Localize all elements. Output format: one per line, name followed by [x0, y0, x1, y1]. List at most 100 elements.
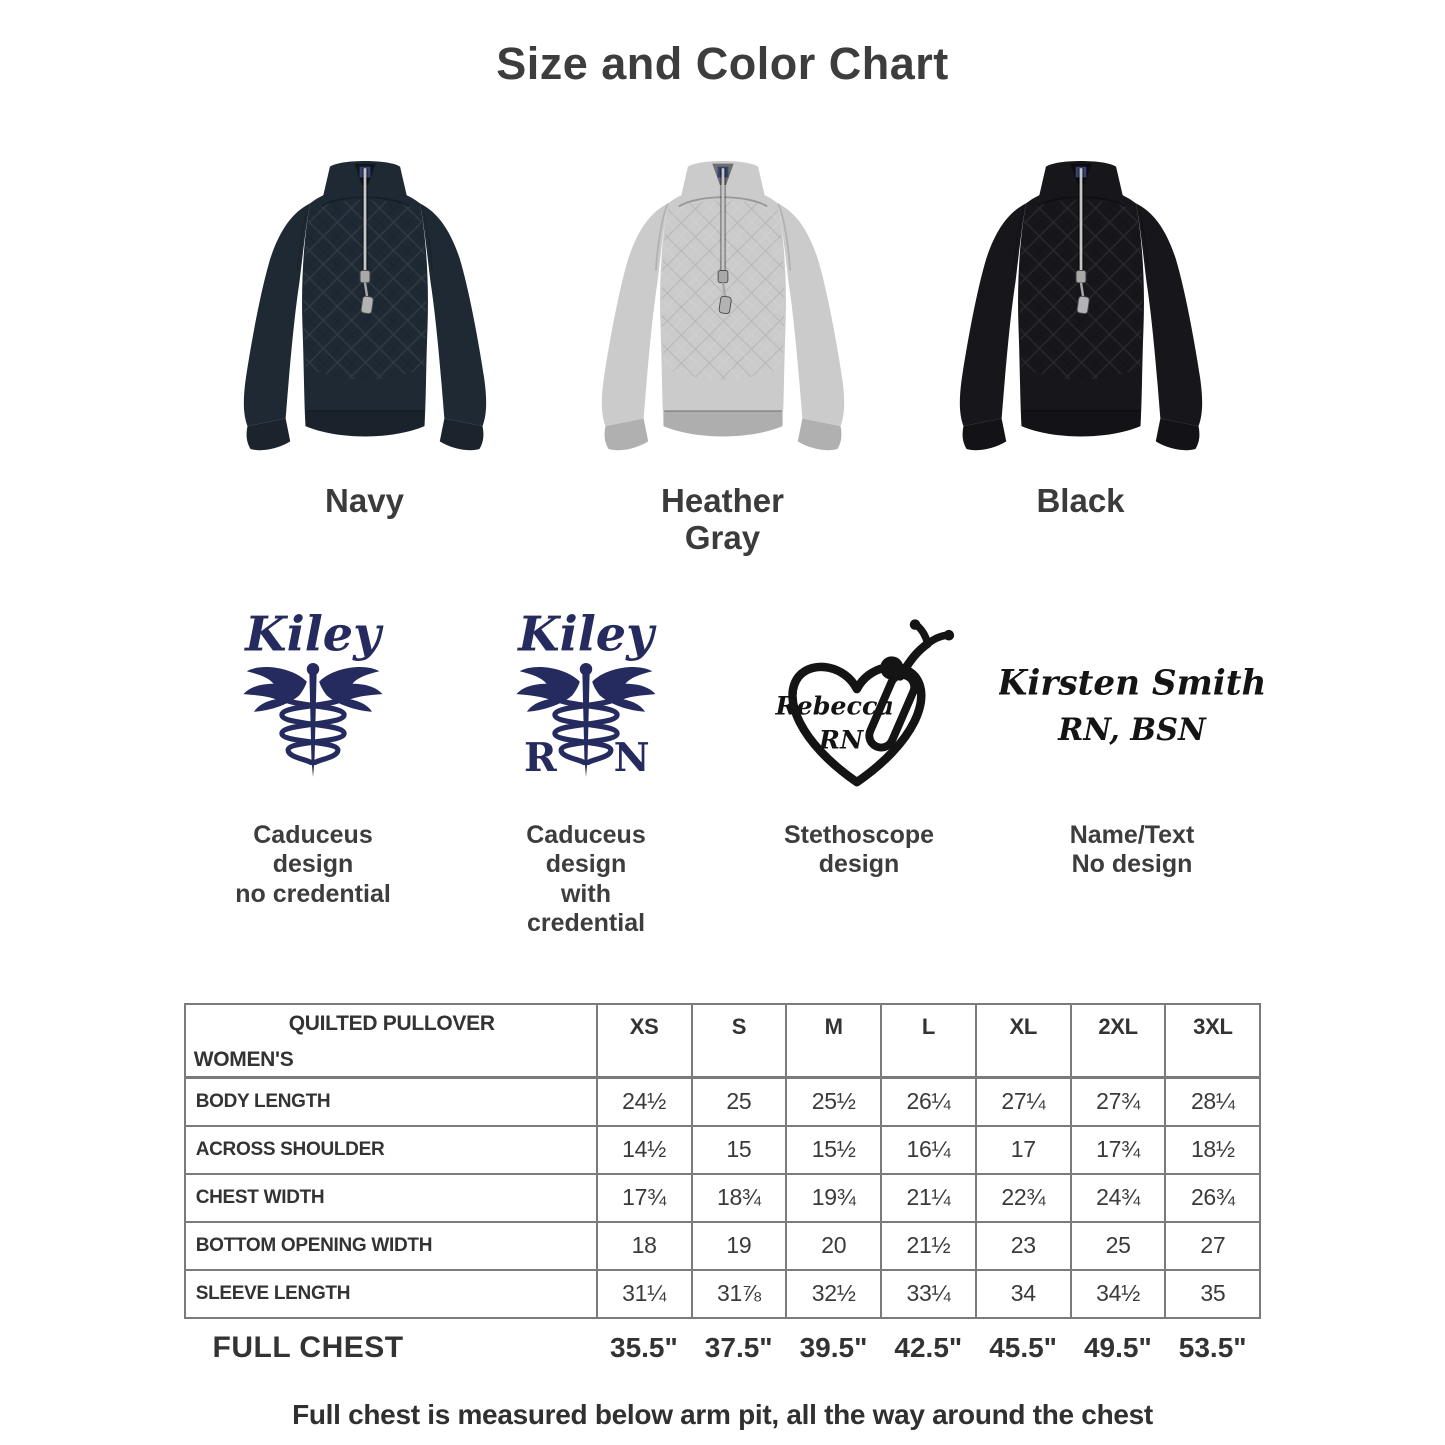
size-value: 26¾ — [1164, 1172, 1262, 1223]
color-label-navy: Navy — [325, 482, 404, 519]
size-value: 18¾ — [690, 1172, 788, 1223]
embroidery-name-text: Kiley — [516, 607, 657, 663]
design-option-caduceus-with-credential: Kiley R N Caduceus design with credentia… — [450, 607, 723, 939]
name-text-sample: Kirsten Smith RN, BSN — [999, 663, 1265, 748]
design-options-row: Kiley Caduceus design no credential Kile… — [0, 607, 1445, 939]
design-label: Caduceus design with credential — [526, 820, 646, 938]
full-chest-value: 39.5" — [799, 1331, 868, 1363]
size-value: 34½ — [1069, 1268, 1167, 1319]
caduceus-no-credential-graphic: Kiley — [230, 607, 396, 809]
size-value: 16¼ — [880, 1124, 977, 1175]
size-column-header: 2XL — [1069, 1002, 1167, 1079]
measurement-row-label: BODY LENGTH — [183, 1076, 598, 1127]
measurement-row-label: CHEST WIDTH — [183, 1172, 598, 1223]
size-column-header: S — [690, 1002, 788, 1079]
size-value: 31⅞ — [690, 1268, 788, 1319]
size-value: 25 — [1069, 1220, 1167, 1271]
embroidery-credential-text: RN — [818, 724, 864, 754]
full-chest-value: 42.5" — [894, 1331, 963, 1363]
size-value: 27¼ — [974, 1076, 1072, 1127]
size-column-header: M — [785, 1002, 883, 1079]
size-value: 17¾ — [1069, 1124, 1167, 1175]
pullover-fill-navy — [243, 161, 485, 450]
design-label: Caduceus design no credential — [235, 820, 391, 908]
pullover-image-navy — [197, 124, 533, 475]
color-options-row: Navy Heather Gray Black — [0, 124, 1445, 557]
pullover-fill-heather-gray — [601, 161, 843, 450]
measurement-row-chest-width: CHEST WIDTH 17¾ 18¾ 19¾ 21¼ 22¾ 24¾ 26¾ — [183, 1172, 1262, 1223]
measurement-row-label: ACROSS SHOULDER — [183, 1124, 598, 1175]
size-value: 15 — [690, 1124, 788, 1175]
pullover-image-heather-gray — [555, 124, 891, 475]
size-value: 35 — [1164, 1268, 1262, 1319]
measurement-row-sleeve-length: SLEEVE LENGTH 31¼ 31⅞ 32½ 33¼ 34 34½ 35 — [183, 1268, 1262, 1319]
caduceus-with-credential-graphic: Kiley R N — [503, 607, 669, 809]
credential-letter-right: N — [614, 735, 650, 781]
sample-name-line2: RN, BSN — [1057, 712, 1207, 748]
measurement-note: Full chest is measured below arm pit, al… — [292, 1398, 1153, 1430]
design-label: Name/Text No design — [1069, 820, 1195, 879]
full-chest-value: 53.5" — [1178, 1331, 1247, 1363]
size-table: QUILTED PULLOVER WOMEN'S XS S M L XL 2XL… — [183, 1002, 1262, 1319]
size-value: 31¼ — [595, 1268, 693, 1319]
size-value: 18 — [595, 1220, 693, 1271]
size-value: 28¼ — [1164, 1076, 1262, 1127]
design-label: Stethoscope design — [783, 820, 935, 879]
size-table-header-row: QUILTED PULLOVER WOMEN'S XS S M L XL 2XL… — [183, 1002, 1262, 1079]
size-value: 21¼ — [880, 1172, 977, 1223]
size-value: 15½ — [785, 1124, 883, 1175]
product-option-heather-gray: Heather Gray — [544, 124, 902, 557]
size-value: 27 — [1164, 1220, 1262, 1271]
full-chest-label: FULL CHEST — [212, 1330, 404, 1364]
measurement-row-bottom-opening: BOTTOM OPENING WIDTH 18 19 20 21½ 23 25 … — [183, 1220, 1262, 1271]
size-value: 19¾ — [785, 1172, 883, 1223]
size-column-header: XS — [595, 1002, 693, 1079]
size-value: 14½ — [595, 1124, 693, 1175]
gender-label: WOMEN'S — [193, 1047, 294, 1071]
size-value: 32½ — [785, 1268, 883, 1319]
size-value: 18½ — [1164, 1124, 1262, 1175]
size-column-header: L — [880, 1002, 977, 1079]
size-value: 33¼ — [880, 1268, 977, 1319]
full-chest-value: 49.5" — [1083, 1331, 1152, 1363]
sample-name-line1: Kirsten Smith — [999, 663, 1265, 703]
product-option-black: Black — [902, 124, 1260, 557]
size-value: 20 — [785, 1220, 883, 1271]
heart-stethoscope-icon: Rebecca RN — [774, 613, 970, 798]
size-value: 27¾ — [1069, 1076, 1167, 1127]
credential-letter-left: R — [524, 735, 557, 781]
color-label-heather-gray: Heather Gray — [661, 482, 784, 556]
measurement-row-across-shoulder: ACROSS SHOULDER 14½ 15 15½ 16¼ 17 17¾ 18… — [183, 1124, 1262, 1175]
size-value: 19 — [690, 1220, 788, 1271]
size-value: 21½ — [880, 1220, 977, 1271]
pullover-image-black — [913, 124, 1249, 475]
size-value: 17¾ — [595, 1172, 693, 1223]
full-chest-row: FULL CHEST 35.5" 37.5" 39.5" 42.5" 45.5"… — [185, 1331, 1261, 1365]
product-option-navy: Navy — [186, 124, 544, 557]
embroidery-name-text: Kiley — [243, 607, 384, 663]
size-value: 24½ — [595, 1076, 693, 1127]
stethoscope-graphic: Rebecca RN — [748, 607, 970, 809]
size-value: 23 — [974, 1220, 1072, 1271]
measurement-row-label: BOTTOM OPENING WIDTH — [183, 1220, 598, 1271]
size-value: 22¾ — [974, 1172, 1072, 1223]
size-value: 25 — [690, 1076, 788, 1127]
size-value: 34 — [974, 1268, 1072, 1319]
name-text-graphic: Kirsten Smith RN, BSN — [999, 607, 1265, 809]
full-chest-value: 45.5" — [989, 1331, 1057, 1363]
size-column-header: XL — [974, 1002, 1072, 1079]
color-label-black: Black — [1036, 482, 1125, 519]
size-value: 25½ — [785, 1076, 883, 1127]
measurement-row-body-length: BODY LENGTH 24½ 25 25½ 26¼ 27¼ 27¾ 28¼ — [183, 1076, 1262, 1127]
measurement-row-label: SLEEVE LENGTH — [183, 1268, 598, 1319]
size-value: 24¾ — [1069, 1172, 1167, 1223]
caduceus-icon: Kiley — [230, 607, 396, 804]
full-chest-value: 35.5" — [610, 1331, 678, 1363]
size-value: 17 — [974, 1124, 1072, 1175]
design-option-name-text-only: Kirsten Smith RN, BSN Name/Text No desig… — [996, 607, 1269, 939]
size-column-header: 3XL — [1164, 1002, 1262, 1079]
page-title: Size and Color Chart — [496, 38, 949, 89]
embroidery-name-text: Rebecca — [774, 690, 893, 720]
pullover-fill-black — [959, 161, 1201, 450]
